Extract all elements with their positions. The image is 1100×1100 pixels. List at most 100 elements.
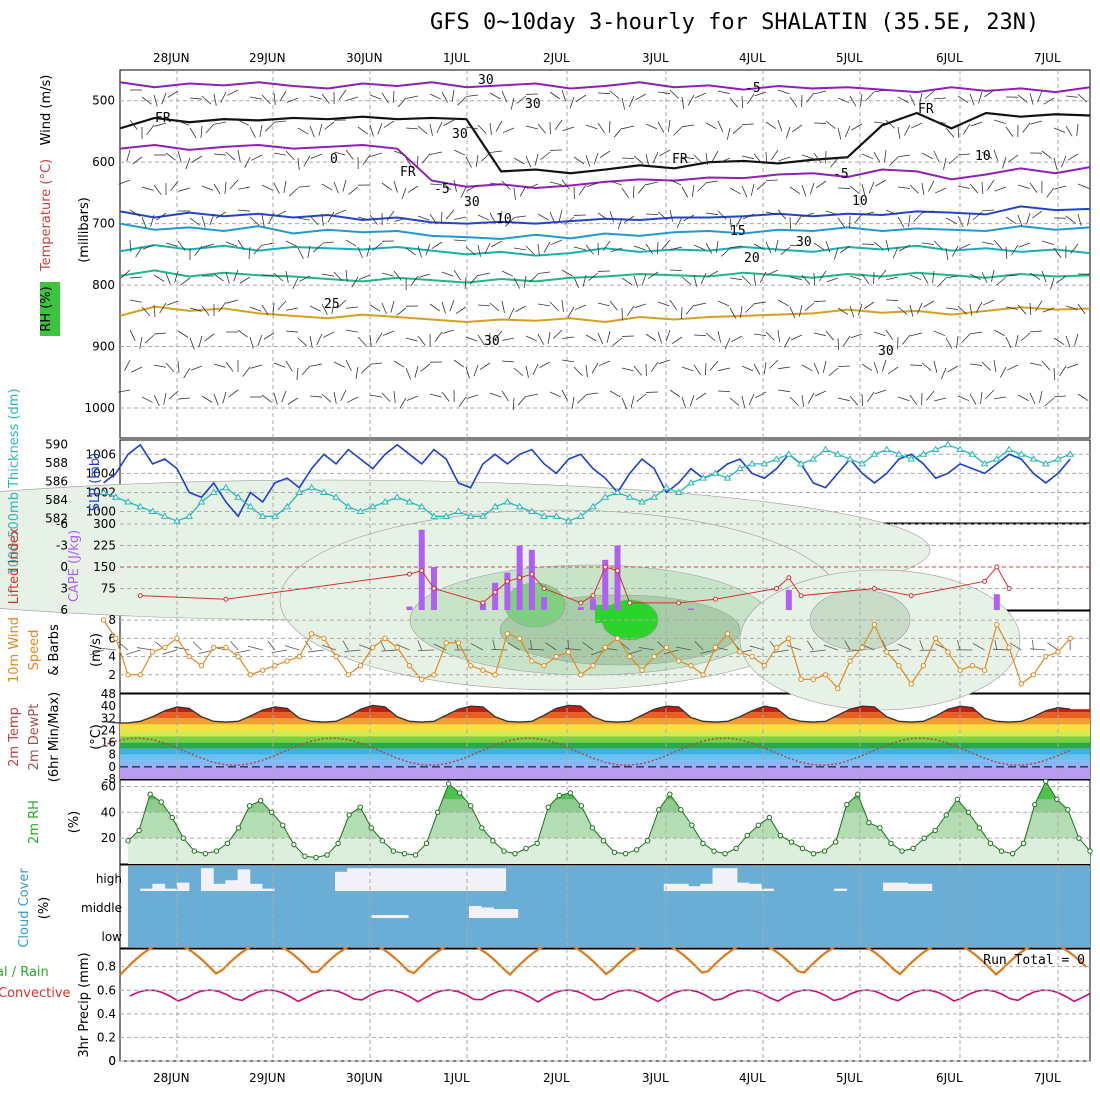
rh-point bbox=[1020, 840, 1027, 847]
wind-barb bbox=[897, 396, 910, 402]
thickness-point bbox=[503, 498, 512, 505]
wind-barb bbox=[166, 300, 179, 306]
slp-tick: 1006 bbox=[85, 447, 116, 461]
surface-wind-barb bbox=[627, 649, 643, 655]
surface-wind-barb bbox=[136, 647, 153, 651]
wind-barb bbox=[652, 151, 659, 164]
date-label-top: 4JUL bbox=[739, 51, 766, 65]
wind-barb bbox=[633, 155, 644, 165]
wind-barb bbox=[525, 155, 532, 168]
rh-point bbox=[434, 809, 441, 816]
wind-barb bbox=[899, 244, 911, 252]
precip-legend-convective: Convective bbox=[0, 986, 71, 1001]
temp-tick: 0 bbox=[108, 760, 116, 774]
wind-barb bbox=[1011, 244, 1019, 256]
wind-barb bbox=[264, 122, 275, 132]
wind-barb bbox=[922, 210, 935, 214]
lifted-index-point bbox=[137, 593, 143, 599]
lifted-index-point bbox=[627, 600, 633, 606]
wind-tick: 8 bbox=[108, 613, 116, 627]
rh-point bbox=[943, 812, 949, 818]
wind-barb bbox=[621, 367, 634, 372]
wind-barb bbox=[748, 393, 755, 406]
wind-barb bbox=[532, 363, 539, 376]
rh-point bbox=[324, 852, 330, 858]
wind-barb bbox=[633, 245, 646, 251]
rh-axis-label: 2m RH bbox=[27, 800, 42, 844]
wind-barb bbox=[1076, 123, 1079, 136]
wind-barb bbox=[561, 179, 570, 190]
wind-barb bbox=[1026, 212, 1031, 225]
wind-barb bbox=[693, 274, 698, 287]
precip-tick: 0.8 bbox=[97, 960, 116, 974]
wind-barb bbox=[225, 241, 238, 247]
wind-barb bbox=[909, 94, 916, 107]
rh-axis-label: (%) bbox=[67, 811, 82, 834]
wind-barb bbox=[170, 180, 179, 191]
wind-barb bbox=[543, 241, 551, 253]
wind-barb bbox=[947, 365, 959, 373]
wind-barb bbox=[813, 300, 827, 303]
wind-barb bbox=[755, 391, 767, 399]
wind-barb bbox=[765, 179, 779, 182]
wind-barb bbox=[416, 155, 419, 168]
surface-wind-barb bbox=[491, 649, 508, 651]
wind-speed-point bbox=[639, 667, 645, 673]
rh-point bbox=[280, 822, 286, 828]
wind-barb bbox=[588, 272, 599, 281]
wind-barb bbox=[597, 92, 611, 95]
wind-barb bbox=[868, 181, 875, 194]
wind-barb bbox=[628, 95, 635, 108]
wind-speed-point bbox=[235, 653, 241, 660]
rh-point bbox=[147, 791, 153, 797]
wind-barb bbox=[237, 239, 245, 251]
wind-barb bbox=[224, 181, 227, 194]
wind-barb bbox=[681, 96, 685, 109]
wind-barb bbox=[1077, 93, 1088, 103]
wind-barb bbox=[285, 270, 289, 283]
isotherm-label: -5 bbox=[833, 167, 849, 182]
wind-barb bbox=[598, 360, 611, 367]
wind-barb bbox=[244, 156, 251, 168]
cape-tick: 150 bbox=[93, 560, 116, 574]
thickness-point bbox=[1017, 450, 1026, 457]
wind-speed-point bbox=[627, 653, 633, 660]
surface-wind-barb bbox=[379, 640, 386, 651]
wind-barb bbox=[153, 184, 162, 195]
rh-point bbox=[191, 848, 198, 854]
wind-barb bbox=[967, 213, 971, 226]
high-cloud-bar bbox=[237, 869, 251, 891]
lifted-index-point bbox=[676, 600, 682, 606]
wind-tick: 2 bbox=[108, 668, 116, 682]
wind-barb bbox=[369, 124, 374, 137]
wind-barb bbox=[970, 331, 983, 335]
wind-speed-point bbox=[529, 658, 535, 664]
rh-point bbox=[346, 812, 352, 818]
wind-barb bbox=[741, 185, 748, 198]
high-cloud-bar bbox=[736, 882, 750, 891]
mid-cloud-bar bbox=[468, 906, 482, 918]
high-cloud-bar bbox=[700, 883, 714, 891]
isotherm-label: 30 bbox=[464, 195, 480, 210]
slp-axis-label: SLP (mb) bbox=[88, 453, 103, 512]
wind-barb bbox=[866, 391, 875, 403]
rh-point bbox=[412, 852, 419, 858]
wind-barb bbox=[418, 273, 431, 278]
wind-speed-point bbox=[272, 662, 278, 669]
wind-barb bbox=[670, 246, 683, 251]
wind-barb bbox=[453, 239, 466, 242]
rh-point bbox=[556, 792, 562, 799]
wind-barb bbox=[904, 124, 911, 136]
thickness-point bbox=[430, 512, 438, 519]
wind-barb bbox=[874, 389, 887, 395]
wind-speed-point bbox=[1067, 635, 1073, 642]
rh-point bbox=[965, 809, 972, 816]
wind-barb bbox=[705, 242, 713, 254]
wind-barb bbox=[526, 183, 539, 190]
lifted-index-point bbox=[994, 564, 1000, 570]
wind-barb bbox=[647, 271, 659, 280]
wind-barb bbox=[635, 93, 647, 101]
precip-tick: 0.2 bbox=[97, 1030, 116, 1044]
wind-barb bbox=[718, 157, 731, 164]
wind-barb bbox=[357, 216, 370, 221]
